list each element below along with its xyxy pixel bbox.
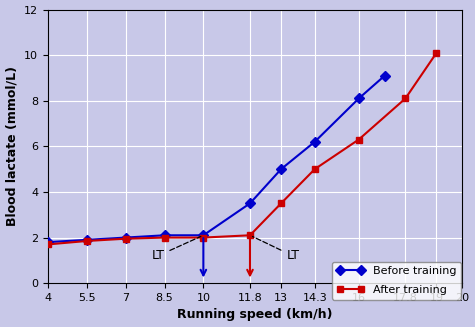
Before training (162, 233, 167, 237)
After training (312, 167, 318, 171)
Y-axis label: Blood lactate (mmol/L): Blood lactate (mmol/L) (6, 66, 19, 226)
After training (162, 235, 167, 239)
After training (84, 239, 90, 243)
Line: After training: After training (45, 49, 440, 248)
Before training (200, 233, 206, 237)
Text: LT: LT (253, 236, 299, 262)
Before training (45, 240, 51, 244)
After training (200, 235, 206, 239)
After training (402, 96, 408, 100)
After training (45, 242, 51, 246)
After training (123, 237, 129, 241)
Legend: Before training, After training: Before training, After training (332, 262, 461, 300)
Before training (356, 96, 361, 100)
After training (278, 201, 284, 205)
After training (434, 51, 439, 55)
X-axis label: Running speed (km/h): Running speed (km/h) (178, 308, 333, 321)
Before training (123, 235, 129, 239)
Before training (278, 167, 284, 171)
Before training (312, 140, 318, 144)
Before training (84, 238, 90, 242)
Before training (247, 201, 253, 205)
Line: Before training: Before training (45, 72, 388, 246)
Before training (382, 74, 388, 77)
After training (247, 233, 253, 237)
Text: LT: LT (152, 236, 201, 262)
After training (356, 138, 361, 142)
